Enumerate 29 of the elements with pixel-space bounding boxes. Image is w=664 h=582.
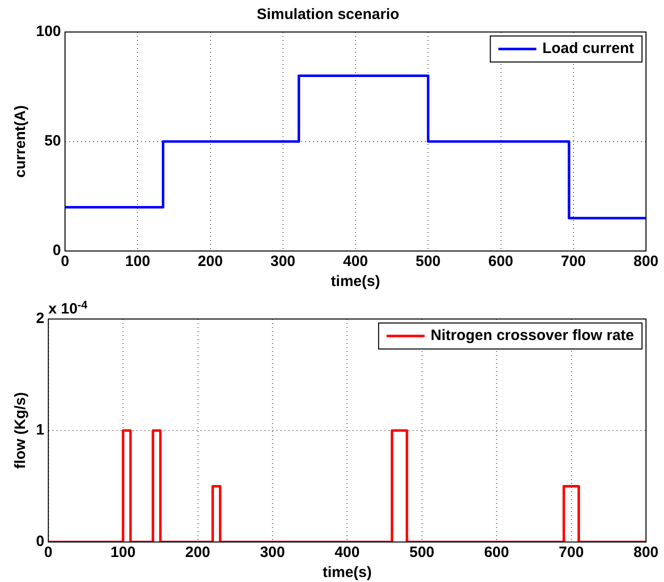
x-tick-label: 600 — [484, 544, 510, 562]
legend-label: Nitrogen crossover flow rate — [430, 327, 634, 344]
x-tick-label: 800 — [633, 253, 659, 270]
x-tick-label: 100 — [125, 253, 150, 270]
x-tick-label: 200 — [185, 544, 210, 562]
x-tick-label: 600 — [488, 253, 514, 270]
y-tick-label: 2 — [36, 310, 44, 328]
legend-label: Load current — [542, 40, 634, 58]
y-tick-label: 100 — [36, 23, 62, 40]
x-tick-label: 500 — [416, 253, 441, 270]
y-tick-label: 50 — [44, 132, 62, 150]
x-tick-label: 300 — [260, 544, 285, 562]
x-axis-title: time(s) — [322, 564, 372, 582]
x-axis-title: time(s) — [330, 273, 380, 290]
x-tick-label: 400 — [334, 544, 360, 562]
x-tick-label: 500 — [409, 544, 434, 562]
y-axis-title: current(A) — [12, 105, 30, 178]
x-tick-label: 400 — [343, 253, 368, 270]
x-tick-label: 700 — [560, 253, 586, 270]
x-tick-label: 200 — [198, 253, 223, 270]
y-axis-title: flow (Kg/s) — [12, 392, 30, 469]
y-tick-label: 0 — [36, 533, 44, 550]
x-tick-label: 800 — [633, 544, 659, 562]
x-tick-label: 100 — [110, 544, 136, 562]
y-tick-label: 1 — [36, 422, 44, 439]
x-tick-label: 700 — [558, 544, 584, 562]
x-tick-label: 300 — [270, 253, 296, 270]
chart-title: Simulation scenario — [256, 6, 400, 24]
y-tick-label: 0 — [52, 242, 62, 260]
